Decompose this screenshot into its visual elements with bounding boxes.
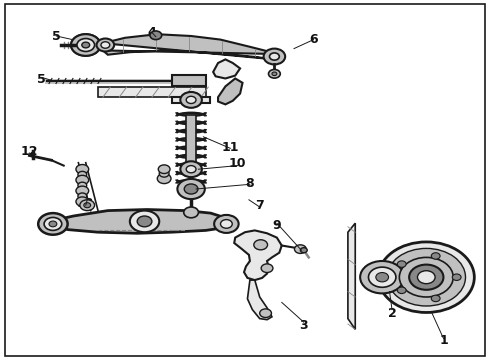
Circle shape (431, 253, 440, 259)
Circle shape (71, 34, 100, 56)
Circle shape (78, 171, 87, 178)
Circle shape (368, 267, 396, 287)
Text: 11: 11 (221, 141, 239, 154)
Circle shape (82, 42, 90, 48)
Circle shape (177, 179, 205, 199)
Polygon shape (172, 97, 210, 103)
Circle shape (76, 175, 89, 185)
Text: 1: 1 (439, 334, 448, 347)
Polygon shape (49, 210, 230, 233)
Text: 8: 8 (245, 177, 254, 190)
Circle shape (397, 287, 406, 293)
Circle shape (184, 207, 198, 218)
Polygon shape (213, 59, 240, 78)
Circle shape (360, 261, 404, 293)
Circle shape (399, 257, 453, 297)
Circle shape (272, 72, 277, 76)
Text: 2: 2 (388, 307, 396, 320)
Circle shape (260, 309, 271, 318)
Circle shape (214, 215, 239, 233)
Circle shape (77, 39, 95, 51)
Circle shape (80, 200, 95, 211)
Circle shape (97, 39, 114, 51)
Circle shape (159, 170, 169, 177)
Circle shape (220, 220, 232, 228)
Text: 4: 4 (147, 26, 156, 39)
Text: 6: 6 (309, 33, 318, 46)
Circle shape (71, 34, 100, 56)
Circle shape (264, 49, 285, 64)
Circle shape (300, 248, 307, 253)
Circle shape (180, 161, 202, 177)
Polygon shape (234, 230, 282, 280)
Circle shape (49, 221, 57, 227)
Circle shape (431, 295, 440, 302)
Text: 3: 3 (299, 319, 308, 332)
Polygon shape (348, 223, 355, 329)
Polygon shape (247, 280, 272, 320)
Circle shape (130, 211, 159, 232)
Circle shape (397, 261, 406, 267)
Circle shape (186, 166, 196, 173)
Circle shape (44, 217, 62, 230)
Circle shape (387, 248, 466, 306)
Circle shape (76, 165, 89, 174)
Circle shape (157, 174, 171, 184)
Circle shape (137, 216, 152, 227)
Text: 9: 9 (272, 219, 281, 231)
Polygon shape (218, 78, 243, 104)
Circle shape (101, 42, 110, 48)
Text: 12: 12 (21, 145, 38, 158)
Circle shape (254, 240, 268, 250)
Text: 7: 7 (255, 199, 264, 212)
Circle shape (180, 92, 202, 108)
Circle shape (417, 271, 435, 284)
Circle shape (77, 39, 95, 51)
Circle shape (78, 182, 87, 189)
Circle shape (270, 53, 279, 60)
Polygon shape (172, 75, 206, 86)
Circle shape (158, 165, 170, 174)
Circle shape (294, 245, 306, 253)
Circle shape (76, 197, 89, 206)
Text: 13: 13 (77, 197, 95, 210)
Text: 10: 10 (229, 157, 246, 170)
Polygon shape (186, 115, 196, 166)
Circle shape (76, 186, 89, 195)
Polygon shape (98, 87, 206, 97)
Circle shape (150, 31, 162, 40)
Circle shape (186, 96, 196, 104)
Circle shape (269, 69, 280, 78)
Circle shape (376, 273, 389, 282)
Text: 5: 5 (37, 73, 46, 86)
Circle shape (78, 193, 87, 199)
Circle shape (409, 265, 443, 290)
Circle shape (184, 184, 198, 194)
Text: 5: 5 (52, 30, 61, 42)
Circle shape (38, 213, 68, 235)
Polygon shape (103, 34, 274, 59)
Circle shape (378, 242, 474, 312)
Circle shape (261, 264, 273, 273)
Circle shape (84, 203, 91, 208)
Circle shape (452, 274, 461, 280)
